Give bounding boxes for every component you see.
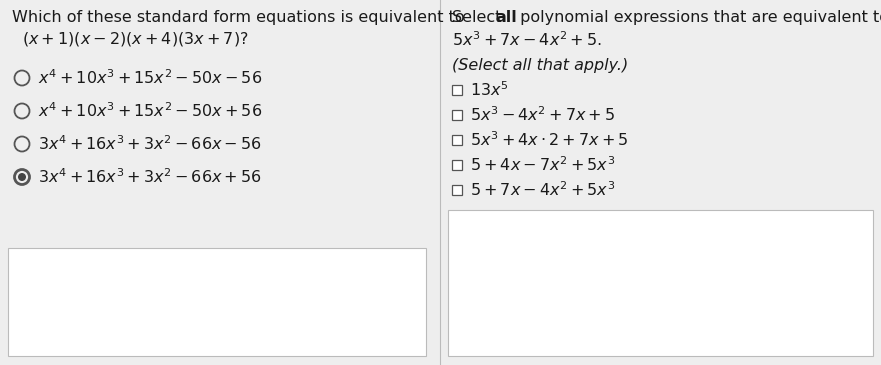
Text: $5+4x-7x^2+5x^3$: $5+4x-7x^2+5x^3$ bbox=[470, 155, 615, 174]
Text: $x^4+10x^3+15x^2-50x+56$: $x^4+10x^3+15x^2-50x+56$ bbox=[38, 101, 263, 120]
FancyBboxPatch shape bbox=[452, 135, 462, 145]
Circle shape bbox=[18, 173, 26, 181]
FancyBboxPatch shape bbox=[452, 85, 462, 95]
Text: $3x^4+16x^3+3x^2-66x+56$: $3x^4+16x^3+3x^2-66x+56$ bbox=[38, 168, 262, 187]
Text: $(x+1)(x-2)(x+4)(3x+7)$?: $(x+1)(x-2)(x+4)(3x+7)$? bbox=[22, 30, 248, 48]
Text: (Select all that apply.): (Select all that apply.) bbox=[452, 58, 628, 73]
Text: Select: Select bbox=[452, 10, 507, 25]
Text: all: all bbox=[495, 10, 517, 25]
Text: Which of these standard form equations is equivalent to: Which of these standard form equations i… bbox=[12, 10, 464, 25]
FancyBboxPatch shape bbox=[448, 210, 873, 356]
Text: polynomial expressions that are equivalent to: polynomial expressions that are equivale… bbox=[515, 10, 881, 25]
Text: $x^4+10x^3+15x^2-50x-56$: $x^4+10x^3+15x^2-50x-56$ bbox=[38, 69, 263, 87]
FancyBboxPatch shape bbox=[452, 110, 462, 120]
Text: $5x^3+4x\cdot 2+7x+5$: $5x^3+4x\cdot 2+7x+5$ bbox=[470, 131, 628, 149]
Text: $13x^5$: $13x^5$ bbox=[470, 81, 508, 99]
Text: $3x^4+16x^3+3x^2-66x-56$: $3x^4+16x^3+3x^2-66x-56$ bbox=[38, 135, 262, 153]
Text: $5x^3+7x-4x^2+5$.: $5x^3+7x-4x^2+5$. bbox=[452, 30, 602, 49]
FancyBboxPatch shape bbox=[452, 160, 462, 170]
FancyBboxPatch shape bbox=[8, 248, 426, 356]
Text: $5x^3-4x^2+7x+5$: $5x^3-4x^2+7x+5$ bbox=[470, 105, 615, 124]
Text: $5+7x-4x^2+5x^3$: $5+7x-4x^2+5x^3$ bbox=[470, 181, 615, 199]
FancyBboxPatch shape bbox=[452, 185, 462, 195]
